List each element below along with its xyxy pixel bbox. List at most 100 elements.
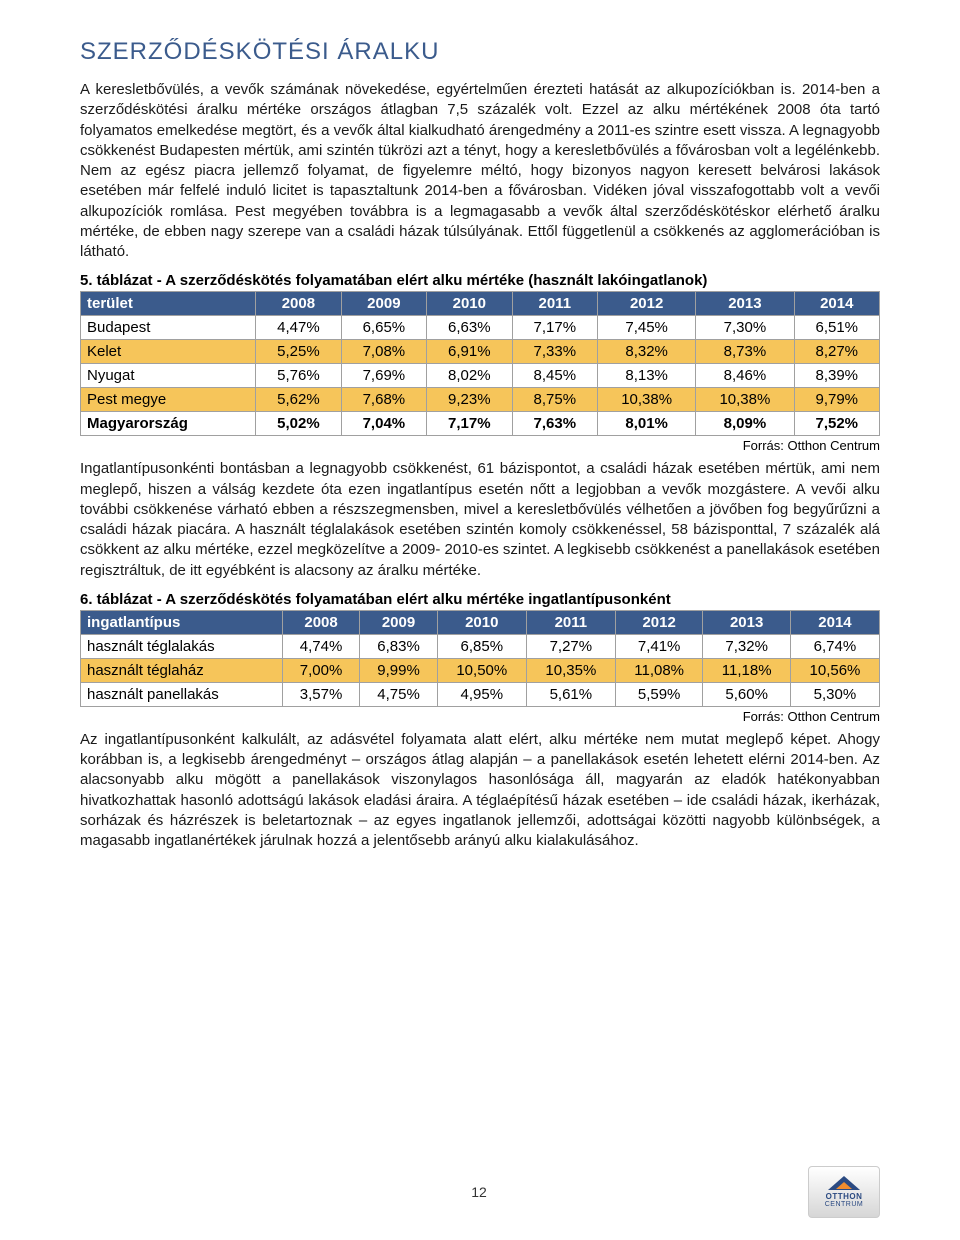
table-cell: 7,33% [512, 340, 597, 364]
table-cell: 6,65% [341, 316, 426, 340]
table-cell: 4,95% [437, 682, 526, 706]
table-header: 2010 [427, 292, 512, 316]
table-cell: 9,99% [360, 658, 437, 682]
table6: ingatlantípus200820092010201120122013201… [80, 610, 880, 707]
row-label: használt téglalakás [81, 634, 283, 658]
table-cell: 8,32% [598, 340, 696, 364]
table-cell: 7,27% [526, 634, 615, 658]
table-cell: 5,02% [256, 412, 341, 436]
table-cell: 8,27% [794, 340, 879, 364]
row-label: Nyugat [81, 364, 256, 388]
table-cell: 4,74% [282, 634, 359, 658]
table-cell: 7,45% [598, 316, 696, 340]
table-cell: 8,75% [512, 388, 597, 412]
table-cell: 6,83% [360, 634, 437, 658]
table-header: 2011 [512, 292, 597, 316]
table-header: terület [81, 292, 256, 316]
table-row: Pest megye5,62%7,68%9,23%8,75%10,38%10,3… [81, 388, 880, 412]
table-header: 2014 [794, 292, 879, 316]
table-cell: 7,41% [615, 634, 703, 658]
table-cell: 3,57% [282, 682, 359, 706]
table-header: 2013 [703, 610, 791, 634]
section-title: SZERZŐDÉSKÖTÉSI ÁRALKU [80, 38, 880, 66]
table-cell: 7,08% [341, 340, 426, 364]
table-header: 2011 [526, 610, 615, 634]
table-cell: 7,17% [512, 316, 597, 340]
table-cell: 8,73% [696, 340, 794, 364]
table-cell: 10,38% [598, 388, 696, 412]
table-cell: 4,47% [256, 316, 341, 340]
table-header: ingatlantípus [81, 610, 283, 634]
table-row: Magyarország5,02%7,04%7,17%7,63%8,01%8,0… [81, 412, 880, 436]
table-cell: 5,62% [256, 388, 341, 412]
table-cell: 6,63% [427, 316, 512, 340]
table-cell: 8,39% [794, 364, 879, 388]
table-header: 2009 [360, 610, 437, 634]
table5-caption: 5. táblázat - A szerződéskötés folyamatá… [80, 272, 880, 289]
table-cell: 5,59% [615, 682, 703, 706]
document-page: SZERZŐDÉSKÖTÉSI ÁRALKU A keresletbővülés… [0, 0, 960, 1240]
table5-source: Forrás: Otthon Centrum [80, 438, 880, 453]
table-cell: 8,45% [512, 364, 597, 388]
row-label: Magyarország [81, 412, 256, 436]
table5: terület2008200920102011201220132014Budap… [80, 291, 880, 436]
table-cell: 6,51% [794, 316, 879, 340]
table-header: 2010 [437, 610, 526, 634]
table-cell: 7,52% [794, 412, 879, 436]
table-cell: 7,32% [703, 634, 791, 658]
row-label: Pest megye [81, 388, 256, 412]
table6-caption: 6. táblázat - A szerződéskötés folyamatá… [80, 591, 880, 608]
row-label: használt téglaház [81, 658, 283, 682]
page-footer: 12 OTTHON CENTRUM [80, 1166, 880, 1218]
table-header: 2008 [282, 610, 359, 634]
table-header: 2012 [615, 610, 703, 634]
table-cell: 10,35% [526, 658, 615, 682]
table-cell: 7,04% [341, 412, 426, 436]
table-header: 2008 [256, 292, 341, 316]
row-label: használt panellakás [81, 682, 283, 706]
table-cell: 6,85% [437, 634, 526, 658]
table-row: Kelet5,25%7,08%6,91%7,33%8,32%8,73%8,27% [81, 340, 880, 364]
table-cell: 5,61% [526, 682, 615, 706]
table-cell: 9,23% [427, 388, 512, 412]
paragraph-3: Az ingatlantípusonként kalkulált, az adá… [80, 730, 880, 852]
table-row: használt téglalakás4,74%6,83%6,85%7,27%7… [81, 634, 880, 658]
table-cell: 5,25% [256, 340, 341, 364]
page-number: 12 [150, 1184, 808, 1200]
table-cell: 6,91% [427, 340, 512, 364]
table-cell: 6,74% [790, 634, 879, 658]
table-cell: 7,68% [341, 388, 426, 412]
otthon-centrum-logo: OTTHON CENTRUM [808, 1166, 880, 1218]
table-cell: 11,18% [703, 658, 791, 682]
table-cell: 8,46% [696, 364, 794, 388]
table-cell: 4,75% [360, 682, 437, 706]
paragraph-2: Ingatlantípusonkénti bontásban a legnagy… [80, 459, 880, 581]
table-cell: 8,09% [696, 412, 794, 436]
table-row: Budapest4,47%6,65%6,63%7,17%7,45%7,30%6,… [81, 316, 880, 340]
table-cell: 8,01% [598, 412, 696, 436]
table-header: 2013 [696, 292, 794, 316]
logo-text-1: OTTHON [826, 1192, 863, 1201]
table-cell: 7,69% [341, 364, 426, 388]
table-header: 2012 [598, 292, 696, 316]
row-label: Budapest [81, 316, 256, 340]
table-cell: 10,38% [696, 388, 794, 412]
table-cell: 7,63% [512, 412, 597, 436]
table-cell: 8,02% [427, 364, 512, 388]
table-cell: 7,17% [427, 412, 512, 436]
table-cell: 10,50% [437, 658, 526, 682]
table-cell: 5,60% [703, 682, 791, 706]
table-cell: 5,76% [256, 364, 341, 388]
table-header: 2014 [790, 610, 879, 634]
table-header: 2009 [341, 292, 426, 316]
table-cell: 8,13% [598, 364, 696, 388]
table-row: használt panellakás3,57%4,75%4,95%5,61%5… [81, 682, 880, 706]
table-cell: 7,30% [696, 316, 794, 340]
table-cell: 7,00% [282, 658, 359, 682]
table-cell: 11,08% [615, 658, 703, 682]
logo-text-2: CENTRUM [825, 1201, 864, 1208]
row-label: Kelet [81, 340, 256, 364]
table6-source: Forrás: Otthon Centrum [80, 709, 880, 724]
table-cell: 10,56% [790, 658, 879, 682]
table-row: használt téglaház7,00%9,99%10,50%10,35%1… [81, 658, 880, 682]
